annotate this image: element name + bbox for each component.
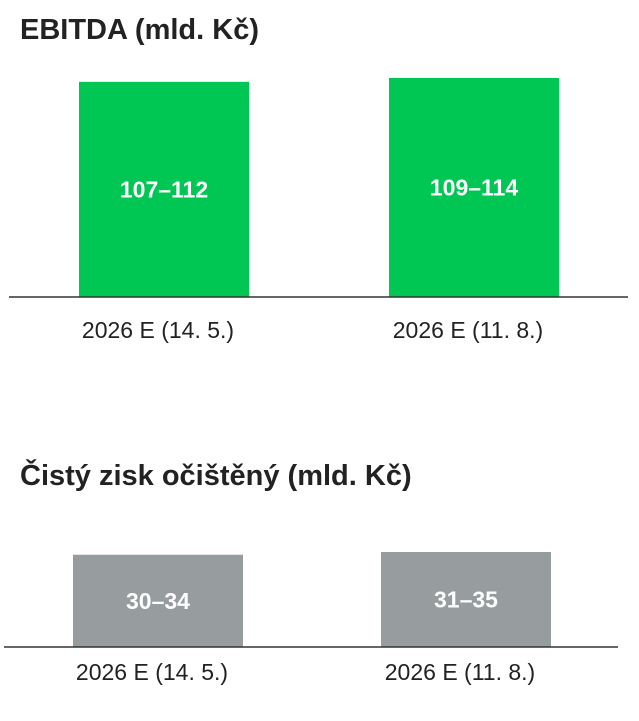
x-tick-label: 2026 E (14. 5.) — [76, 659, 228, 685]
net-profit-chart-plot: 30–34 2026 E (14. 5.) 31–35 2026 E (11. 8.) — [4, 552, 618, 685]
chart-title: EBITDA (mld. Kč) — [20, 14, 259, 46]
x-tick-label: 2026 E (11. 8.) — [393, 317, 543, 343]
data-label: 107–112 — [120, 176, 208, 202]
data-label: 30–34 — [126, 588, 190, 614]
x-tick-label: 2026 E (14. 5.) — [82, 317, 234, 343]
data-label: 109–114 — [430, 175, 518, 201]
bar — [73, 554, 243, 647]
bar — [381, 552, 551, 647]
ebitda-chart: EBITDA (mld. Kč) 107–112 2026 E (14. 5.) 1… — [0, 0, 639, 360]
ebitda-chart-plot: 107–112 2026 E (14. 5.) 109–114 2026 E (11.… — [9, 78, 628, 343]
bar — [79, 81, 249, 297]
bar — [389, 78, 559, 297]
chart-title: Čistý zisk očištěný (mld. Kč) — [20, 460, 412, 492]
x-tick-label: 2026 E (11. 8.) — [385, 659, 535, 685]
net-profit-chart: Čistý zisk očištěný (mld. Kč) 30–34 2026 … — [0, 440, 639, 721]
data-label: 31–35 — [434, 587, 498, 613]
